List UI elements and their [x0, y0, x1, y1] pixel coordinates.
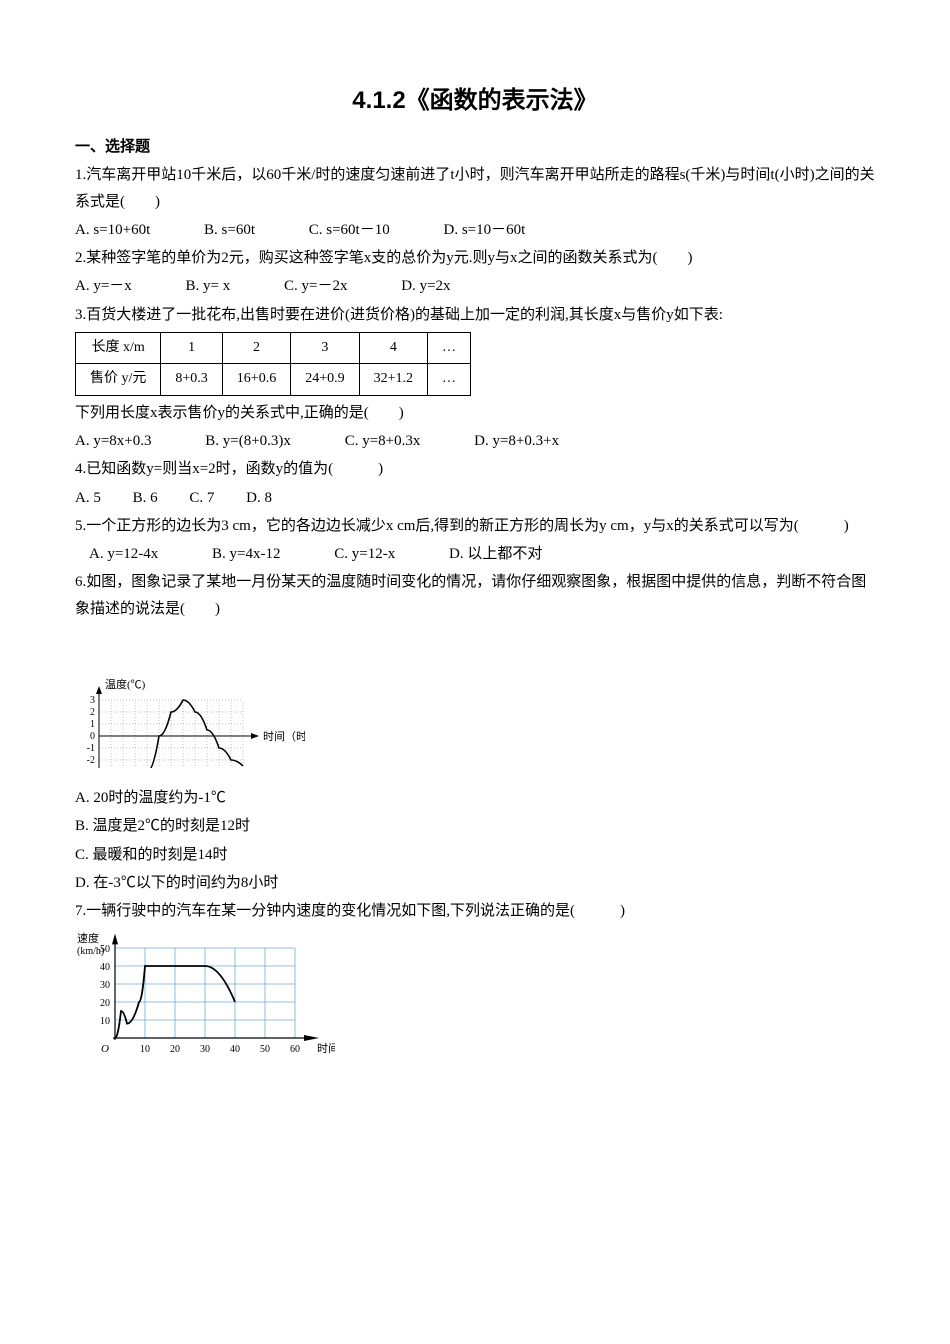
- doc-title: 4.1.2《函数的表示法》: [75, 80, 875, 122]
- q5-D: D. 以上都不对: [449, 541, 542, 567]
- q1-stem: 1.汽车离开甲站10千米后，以60千米/时的速度匀速前进了t小时，则汽车离开甲站…: [75, 162, 875, 215]
- q1-B: B. s=60t: [204, 217, 255, 243]
- q6-D: D. 在-3℃以下的时间约为8小时: [75, 870, 875, 896]
- q3-r1c3: 3: [291, 332, 359, 364]
- q3-r1c5: …: [428, 332, 471, 364]
- q4-stem: 4.已知函数y=则当x=2时，函数y的值为( ): [75, 456, 875, 482]
- q6-stem: 6.如图，图象记录了某地一月份某天的温度随时间变化的情况，请你仔细观察图象，根据…: [75, 569, 875, 622]
- svg-text:30: 30: [100, 980, 110, 991]
- q4-choices: A. 5 B. 6 C. 7 D. 8: [75, 485, 875, 511]
- svg-text:20: 20: [170, 1044, 180, 1055]
- q3-choices: A. y=8x+0.3 B. y=(8+0.3)x C. y=8+0.3x D.…: [75, 428, 875, 454]
- svg-text:(km/h): (km/h): [77, 946, 104, 957]
- q3-r1c0: 长度 x/m: [76, 332, 161, 364]
- q3-r2c0: 售价 y/元: [76, 364, 161, 396]
- svg-text:2: 2: [90, 707, 95, 718]
- q3-r2c4: 32+1.2: [359, 364, 427, 396]
- q1-D: D. s=10－60t: [443, 217, 525, 243]
- q3-stem2: 下列用长度x表示售价y的关系式中,正确的是( ): [75, 400, 875, 426]
- q2-D: D. y=2x: [401, 273, 450, 299]
- q3-r1c4: 4: [359, 332, 427, 364]
- q4-C: C. 7: [189, 485, 214, 511]
- q6-B: B. 温度是2℃的时刻是12时: [75, 813, 875, 839]
- q3-r2c5: …: [428, 364, 471, 396]
- svg-text:30: 30: [200, 1044, 210, 1055]
- svg-text:0: 0: [90, 731, 95, 742]
- q2-choices: A. y=－x B. y= x C. y=－2x D. y=2x: [75, 273, 875, 299]
- q2-C: C. y=－2x: [284, 273, 347, 299]
- svg-text:-1: -1: [87, 743, 95, 754]
- q2-stem: 2.某种签字笔的单价为2元，购买这种签字笔x支的总价为y元.则y与x之间的函数关…: [75, 245, 875, 271]
- q4-D: D. 8: [246, 485, 272, 511]
- q6-chart: -5-4-3-2-1012324681012141618202224温度(℃)时…: [75, 628, 875, 777]
- svg-text:10: 10: [140, 1044, 150, 1055]
- q1-C: C. s=60t－10: [309, 217, 390, 243]
- q7-chart: 1020304050102030405060O速度(km/h)时间/s: [75, 930, 875, 1074]
- q3-r2c2: 16+0.6: [222, 364, 290, 396]
- svg-text:10: 10: [100, 1016, 110, 1027]
- q5-stem: 5.一个正方形的边长为3 cm，它的各边边长减少x cm后,得到的新正方形的周长…: [75, 513, 875, 539]
- svg-text:温度(℃): 温度(℃): [105, 677, 146, 691]
- svg-text:20: 20: [100, 998, 110, 1009]
- q3-A: A. y=8x+0.3: [75, 428, 152, 454]
- section-heading: 一、选择题: [75, 134, 875, 160]
- q2-B: B. y= x: [186, 273, 231, 299]
- q4-B: B. 6: [133, 485, 158, 511]
- svg-text:时间/s: 时间/s: [317, 1042, 335, 1055]
- q1-A: A. s=10+60t: [75, 217, 150, 243]
- q3-B: B. y=(8+0.3)x: [205, 428, 291, 454]
- svg-text:3: 3: [90, 695, 95, 706]
- svg-text:O: O: [101, 1043, 109, 1055]
- q5-C: C. y=12-x: [334, 541, 395, 567]
- q4-A: A. 5: [75, 485, 101, 511]
- q3-D: D. y=8+0.3+x: [474, 428, 559, 454]
- q3-stem1: 3.百货大楼进了一批花布,出售时要在进价(进货价格)的基础上加一定的利润,其长度…: [75, 302, 875, 328]
- svg-text:速度: 速度: [77, 931, 99, 945]
- q3-r1c2: 2: [222, 332, 290, 364]
- svg-text:60: 60: [290, 1044, 300, 1055]
- svg-text:50: 50: [260, 1044, 270, 1055]
- q5-A: A. y=12-4x: [89, 541, 158, 567]
- q2-A: A. y=－x: [75, 273, 132, 299]
- svg-text:-2: -2: [87, 755, 95, 766]
- svg-text:40: 40: [100, 962, 110, 973]
- q3-table: 长度 x/m 1 2 3 4 … 售价 y/元 8+0.3 16+0.6 24+…: [75, 332, 471, 396]
- q6-C: C. 最暖和的时刻是14时: [75, 842, 875, 868]
- svg-text:-3: -3: [87, 767, 95, 768]
- q3-r1c1: 1: [161, 332, 222, 364]
- q5-choices: A. y=12-4x B. y=4x-12 C. y=12-x D. 以上都不对: [75, 541, 875, 567]
- svg-text:40: 40: [230, 1044, 240, 1055]
- q5-B: B. y=4x-12: [212, 541, 280, 567]
- q1-choices: A. s=10+60t B. s=60t C. s=60t－10 D. s=10…: [75, 217, 875, 243]
- q3-r2c1: 8+0.3: [161, 364, 222, 396]
- q7-stem: 7.一辆行驶中的汽车在某一分钟内速度的变化情况如下图,下列说法正确的是( ): [75, 898, 875, 924]
- q3-C: C. y=8+0.3x: [345, 428, 421, 454]
- q6-A: A. 20时的温度约为-1℃: [75, 785, 875, 811]
- svg-text:1: 1: [90, 719, 95, 730]
- svg-text:时间（时）: 时间（时）: [263, 730, 305, 743]
- q3-r2c3: 24+0.9: [291, 364, 359, 396]
